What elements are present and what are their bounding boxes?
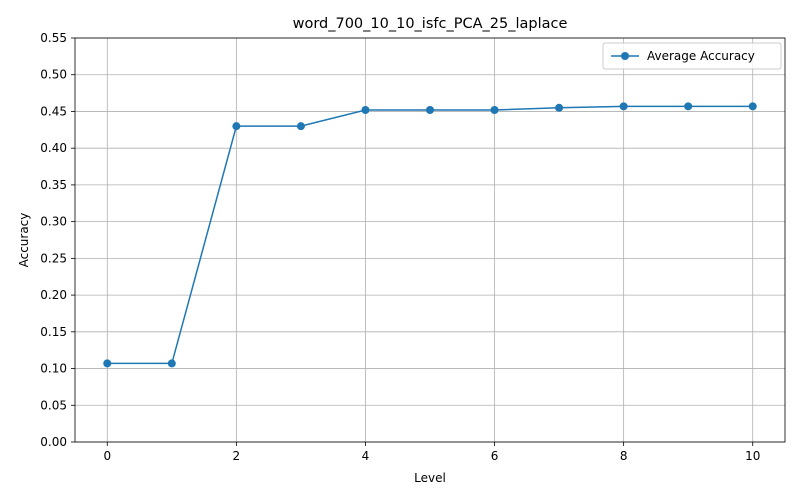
y-tick-label: 0.35 <box>40 178 67 192</box>
data-point <box>103 359 111 367</box>
x-axis-label: Level <box>414 471 446 485</box>
plot-frame <box>75 38 785 442</box>
legend-label: Average Accuracy <box>647 49 755 63</box>
y-axis-label: Accuracy <box>17 213 31 268</box>
grid <box>75 38 785 442</box>
x-tick-label: 6 <box>491 449 499 463</box>
y-tick-label: 0.10 <box>40 362 67 376</box>
data-point <box>620 102 628 110</box>
chart-title: word_700_10_10_isfc_PCA_25_laplace <box>293 16 568 32</box>
legend-marker <box>621 52 629 60</box>
legend: Average Accuracy <box>603 43 781 69</box>
data-point <box>297 122 305 130</box>
data-point <box>361 106 369 114</box>
y-tick-label: 0.05 <box>40 398 67 412</box>
axes: 0 2 4 6 8 10 0.00 0.05 0.10 0.15 0.20 0.25 0.30 0.35 0… <box>40 31 785 463</box>
x-tick-label: 0 <box>103 449 111 463</box>
data-point <box>555 104 563 112</box>
y-tick-label: 0.00 <box>40 435 67 449</box>
y-tick-label: 0.20 <box>40 288 67 302</box>
data-point <box>426 106 434 114</box>
x-tick-label: 4 <box>362 449 370 463</box>
series-layer <box>103 102 756 367</box>
x-tick-label: 10 <box>745 449 760 463</box>
y-tick-label: 0.30 <box>40 215 67 229</box>
y-tick-label: 0.15 <box>40 325 67 339</box>
data-point <box>232 122 240 130</box>
series-line <box>107 106 752 363</box>
data-point <box>168 359 176 367</box>
y-tick-label: 0.25 <box>40 251 67 265</box>
y-tick-label: 0.45 <box>40 104 67 118</box>
x-tick-label: 8 <box>620 449 628 463</box>
y-tick-label: 0.40 <box>40 141 67 155</box>
data-point <box>749 102 757 110</box>
data-point <box>684 102 692 110</box>
y-tick-label: 0.50 <box>40 68 67 82</box>
y-tick-label: 0.55 <box>40 31 67 45</box>
data-point <box>491 106 499 114</box>
x-tick-label: 2 <box>233 449 241 463</box>
